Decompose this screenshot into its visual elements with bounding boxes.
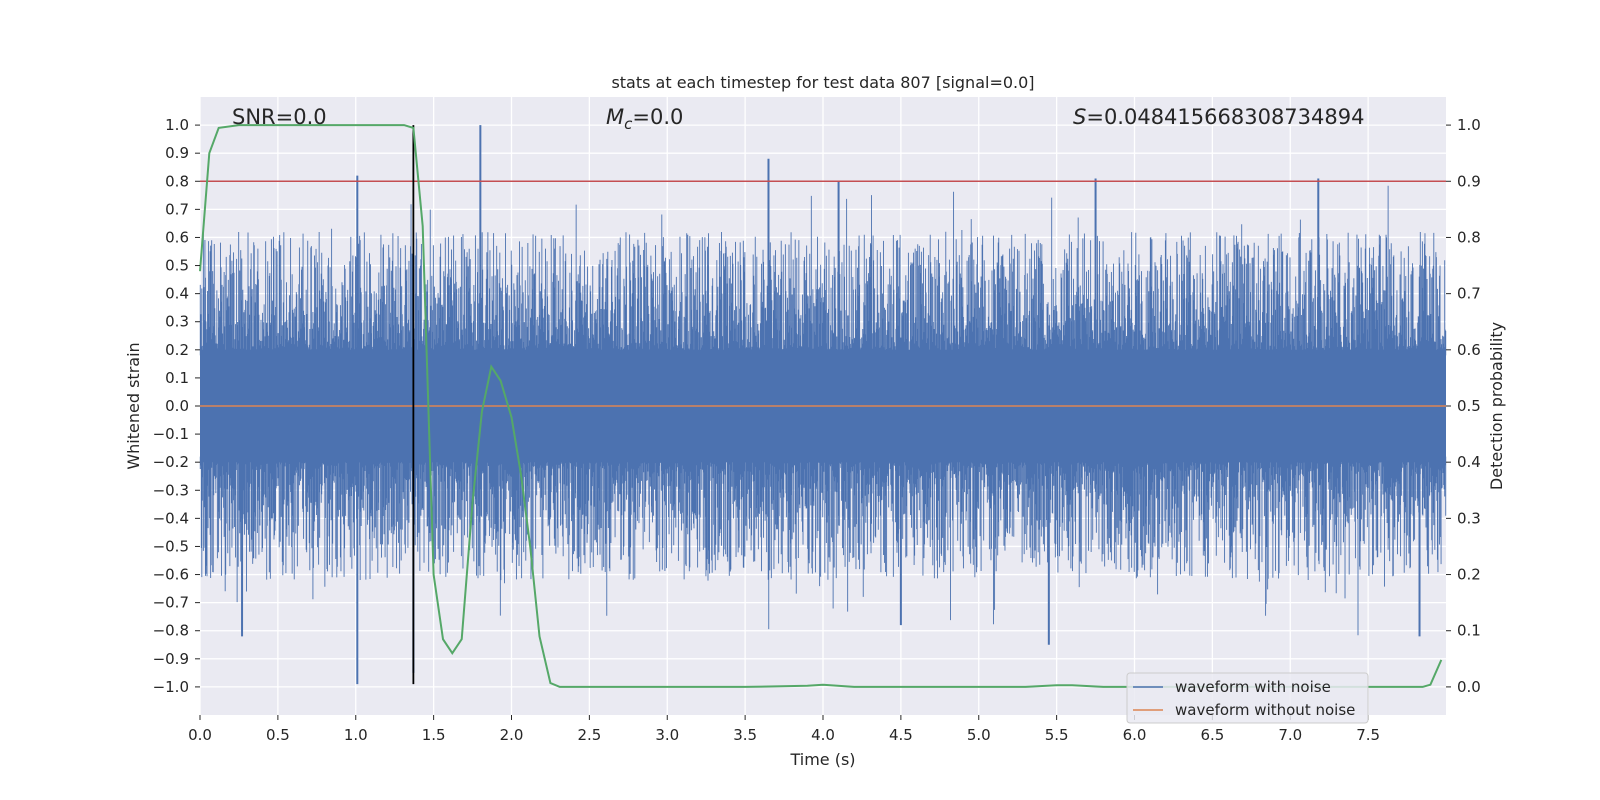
y-tick-label-left: 0.4 [165, 285, 189, 303]
x-tick-label: 3.5 [733, 726, 757, 744]
y-tick-label-left: −0.4 [153, 509, 189, 527]
x-tick-label: 1.0 [344, 726, 368, 744]
chart-title: stats at each timestep for test data 807… [611, 73, 1034, 92]
y-tick-label-left: 0.8 [165, 172, 189, 190]
y-tick-label-right: 0.9 [1457, 172, 1481, 190]
y-tick-label-left: −0.3 [153, 481, 189, 499]
x-tick-label: 7.0 [1278, 726, 1302, 744]
x-tick-label: 4.0 [811, 726, 835, 744]
y-tick-label-left: 0.5 [165, 257, 189, 275]
y-tick-label-left: 0.7 [165, 200, 189, 218]
y-tick-label-right: 0.7 [1457, 285, 1481, 303]
y-tick-label-left: 1.0 [165, 116, 189, 134]
score-annotation: S=0.048415668308734894 [1073, 105, 1364, 129]
y-tick-label-right: 0.4 [1457, 453, 1481, 471]
y-tick-label-left: 0.2 [165, 341, 189, 359]
x-tick-label: 4.5 [889, 726, 913, 744]
y-tick-label-right: 1.0 [1457, 116, 1481, 134]
x-tick-label: 7.5 [1356, 726, 1380, 744]
ticks: 0.0 0.5 1.0 1.5 2.0 2.5 3.0 3.5 4.0 4.5 5.0 5.5 6.0 6… [153, 116, 1481, 744]
y-tick-label-left: −1.0 [153, 678, 189, 696]
y-tick-label-left: −0.1 [153, 425, 189, 443]
y-tick-label-left: −0.7 [153, 594, 189, 612]
y-tick-label-left: −0.2 [153, 453, 189, 471]
y-axis-label-right: Detection probability [1487, 322, 1506, 490]
y-tick-label-right: 0.1 [1457, 622, 1481, 640]
x-tick-label: 6.5 [1200, 726, 1224, 744]
x-tick-label: 5.0 [967, 726, 991, 744]
y-axis-label-left: Whitened strain [124, 342, 143, 469]
x-tick-label: 3.0 [655, 726, 679, 744]
mc-symbol: M [606, 105, 624, 129]
noise-lower-envelope [199, 456, 1447, 636]
x-tick-label: 1.5 [422, 726, 446, 744]
y-tick-label-left: 0.1 [165, 369, 189, 387]
y-tick-label-right: 0.5 [1457, 397, 1481, 415]
x-tick-label: 2.5 [577, 726, 601, 744]
legend-label-clean: waveform without noise [1175, 701, 1355, 719]
mc-value: =0.0 [632, 105, 683, 129]
y-tick-label-left: 0.0 [165, 397, 189, 415]
x-tick-label: 0.0 [188, 726, 212, 744]
y-tick-label-left: −0.5 [153, 537, 189, 555]
legend: waveform with noise waveform without noi… [1126, 672, 1369, 724]
x-tick-label: 2.0 [500, 726, 524, 744]
y-tick-label-right: 0.8 [1457, 228, 1481, 246]
x-tick-label: 0.5 [266, 726, 290, 744]
y-tick-label-left: −0.8 [153, 622, 189, 640]
x-tick-label: 6.0 [1123, 726, 1147, 744]
mc-subscript: c [624, 115, 633, 133]
legend-box [1126, 672, 1369, 724]
chirp-mass-annotation: Mc=0.0 [606, 105, 683, 133]
legend-label-noise: waveform with noise [1175, 678, 1331, 696]
series-line-probability [199, 124, 1443, 688]
x-axis-label: Time (s) [789, 750, 855, 769]
y-tick-label-right: 0.6 [1457, 341, 1481, 359]
y-tick-label-left: 0.6 [165, 228, 189, 246]
y-tick-label-right: 0.2 [1457, 566, 1481, 584]
s-symbol: S [1073, 105, 1086, 129]
x-tick-label: 5.5 [1045, 726, 1069, 744]
y-tick-label-left: 0.3 [165, 313, 189, 331]
s-value: =0.048415668308734894 [1086, 105, 1364, 129]
y-tick-label-left: −0.6 [153, 566, 189, 584]
y-tick-label-right: 0.0 [1457, 678, 1481, 696]
snr-annotation: SNR=0.0 [232, 105, 327, 129]
y-tick-label-left: 0.9 [165, 144, 189, 162]
y-tick-label-right: 0.3 [1457, 509, 1481, 527]
y-tick-label-left: −0.9 [153, 650, 189, 668]
noise-upper-envelope [199, 185, 1447, 356]
